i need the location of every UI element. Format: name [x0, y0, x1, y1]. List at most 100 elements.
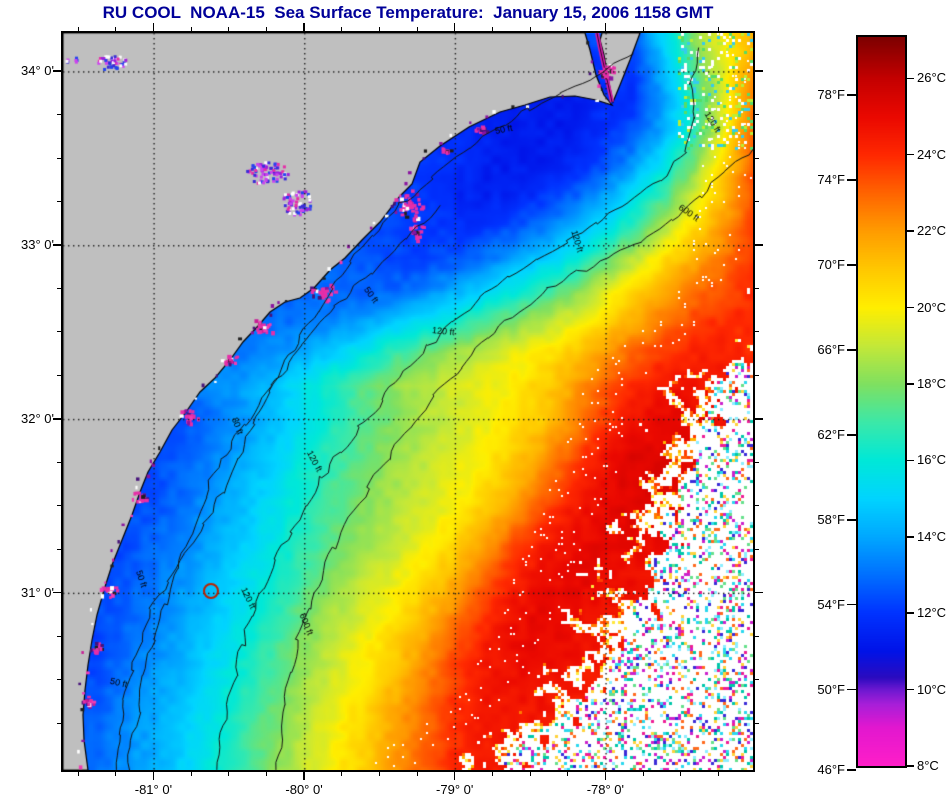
x-minor-tick-top — [680, 27, 682, 31]
colorbar-c-label: 12°C — [917, 605, 947, 621]
colorbar-f-tick — [847, 434, 856, 436]
y-minor-tick-right — [755, 374, 759, 376]
x-minor-tick-top — [190, 27, 192, 31]
x-tick-label: -80° 0' — [285, 782, 323, 797]
colorbar-c-tick — [905, 77, 914, 79]
y-minor-tick — [57, 548, 61, 550]
x-minor-tick — [567, 772, 569, 776]
x-minor-tick — [228, 772, 230, 776]
y-major-tick — [53, 244, 61, 246]
x-minor-tick-top — [717, 27, 719, 31]
y-major-tick-right — [755, 244, 763, 246]
colorbar-canvas — [858, 37, 905, 766]
colorbar-c-label: 22°C — [917, 223, 947, 239]
y-minor-tick-right — [755, 288, 759, 290]
x-minor-tick — [416, 772, 418, 776]
colorbar-c-label: 24°C — [917, 146, 947, 162]
x-minor-tick-top — [642, 27, 644, 31]
colorbar-c-tick — [905, 459, 914, 462]
y-minor-tick — [57, 722, 61, 724]
colorbar-f-label: 54°F — [817, 596, 845, 612]
colorbar-c-label: 20°C — [917, 299, 947, 315]
y-major-tick-right — [755, 591, 763, 594]
x-tick-label: -78° 0' — [586, 782, 624, 797]
colorbar-c-label: 18°C — [917, 375, 947, 391]
colorbar-f-label: 74°F — [817, 172, 845, 188]
y-major-tick — [53, 418, 61, 420]
y-minor-tick-right — [755, 114, 759, 116]
sst-map-canvas — [63, 33, 753, 770]
colorbar-c-tick — [905, 153, 914, 156]
x-minor-tick — [265, 772, 267, 776]
y-minor-tick-right — [755, 679, 759, 681]
y-minor-tick — [57, 679, 61, 681]
x-minor-tick — [341, 772, 343, 776]
colorbar-f-label: 50°F — [817, 681, 845, 697]
colorbar-c-tick — [905, 230, 914, 232]
colorbar-c-tick — [905, 612, 914, 614]
x-minor-tick-top — [529, 27, 531, 31]
colorbar-f-tick — [847, 179, 856, 181]
x-major-tick — [303, 772, 305, 780]
x-minor-tick-top — [228, 27, 230, 31]
y-tick-label: 31° 0' — [21, 584, 54, 600]
colorbar-c-tick — [905, 306, 914, 309]
colorbar-f-label: 66°F — [817, 341, 845, 357]
figure-title: RU COOL NOAA-15 Sea Surface Temperature:… — [102, 3, 714, 22]
x-minor-tick — [680, 772, 682, 776]
y-tick-label: 33° 0' — [21, 237, 54, 253]
colorbar-f-tick — [847, 688, 856, 691]
x-minor-tick — [529, 772, 531, 776]
colorbar-c-label: 8°C — [917, 758, 939, 773]
y-minor-tick — [57, 201, 61, 203]
y-minor-tick-right — [755, 635, 759, 637]
x-minor-tick — [717, 772, 719, 776]
y-minor-tick — [57, 288, 61, 290]
colorbar-f-label: 46°F — [817, 762, 845, 777]
colorbar-f-tick — [847, 603, 856, 606]
y-major-tick-right — [755, 418, 763, 420]
y-minor-tick-right — [755, 201, 759, 203]
colorbar-f-label: 70°F — [817, 257, 845, 273]
x-major-tick — [152, 772, 155, 780]
x-major-tick-top — [303, 23, 305, 31]
x-minor-tick-top — [378, 27, 380, 31]
colorbar-f-tick — [847, 94, 856, 96]
x-minor-tick — [190, 772, 192, 776]
colorbar-f-label: 78°F — [817, 87, 845, 103]
y-major-tick — [53, 591, 61, 594]
y-minor-tick-right — [755, 722, 759, 724]
x-minor-tick — [491, 772, 493, 776]
colorbar-f-label: 58°F — [817, 511, 845, 527]
y-minor-tick — [57, 114, 61, 116]
x-minor-tick-top — [491, 27, 493, 31]
y-major-tick — [53, 70, 61, 72]
y-minor-tick — [57, 157, 61, 159]
x-minor-tick — [115, 772, 117, 776]
y-minor-tick — [57, 635, 61, 637]
colorbar-c-label: 26°C — [917, 70, 947, 86]
colorbar-frame — [856, 35, 907, 768]
x-minor-tick-top — [341, 27, 343, 31]
x-major-tick-top — [453, 23, 456, 31]
x-minor-tick-top — [567, 27, 569, 31]
y-minor-tick-right — [755, 505, 759, 507]
colorbar-f-tick — [847, 264, 856, 266]
x-minor-tick — [378, 772, 380, 776]
x-tick-label: -79° 0' — [436, 782, 474, 797]
colorbar-f-tick — [847, 769, 856, 771]
colorbar-c-label: 10°C — [917, 681, 947, 697]
y-minor-tick-right — [755, 461, 759, 463]
x-tick-label: -81° 0' — [134, 782, 173, 797]
y-minor-tick-right — [755, 331, 759, 333]
y-tick-label: 34° 0' — [21, 63, 54, 79]
y-minor-tick — [57, 374, 61, 376]
x-minor-tick-top — [115, 27, 117, 31]
y-minor-tick — [57, 461, 61, 463]
colorbar-c-label: 16°C — [917, 452, 947, 468]
colorbar-f-tick — [847, 349, 856, 351]
x-minor-tick — [642, 772, 644, 776]
x-minor-tick — [77, 772, 79, 776]
x-major-tick — [604, 772, 607, 780]
